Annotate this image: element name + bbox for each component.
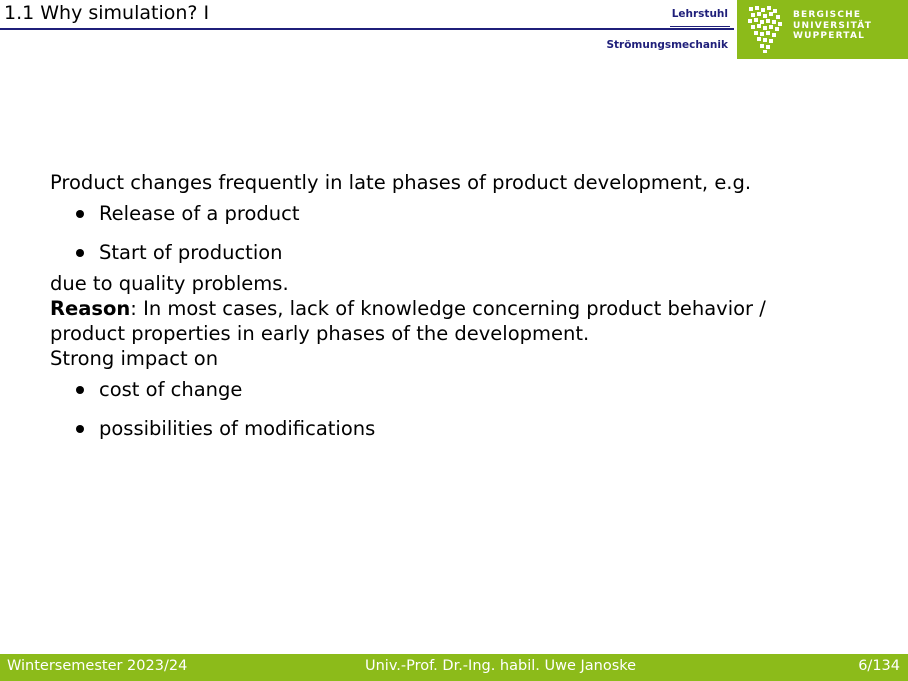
- bullet-dot-icon: [76, 425, 84, 433]
- list-item: Release of a product: [50, 201, 870, 226]
- list-item-text: possibilities of modifications: [99, 417, 376, 440]
- page-number: 6/134: [858, 658, 900, 674]
- chair-line1: Lehrstuhl: [671, 8, 728, 20]
- bullet-dot-icon: [76, 249, 84, 257]
- university-logo-block: BERGISCHE UNIVERSITÄT WUPPERTAL: [737, 0, 908, 59]
- bullet-dot-icon: [76, 210, 84, 218]
- slide-footer: Wintersemester 2023/24 Univ.-Prof. Dr.-I…: [0, 654, 908, 681]
- after-bullets-text: due to quality problems.: [50, 272, 289, 295]
- chair-name: Lehrstuhl Strömungsmechanik: [570, 0, 730, 60]
- title-rule: [0, 28, 734, 30]
- university-name-line1: BERGISCHE: [793, 10, 862, 20]
- reason-label: Reason: [50, 297, 131, 320]
- university-name-line2: UNIVERSITÄT: [793, 20, 873, 31]
- chair-line2: Strömungsmechanik: [606, 39, 728, 51]
- chair-divider: [670, 26, 730, 27]
- reason-line1: Reason: In most cases, lack of knowledge…: [50, 296, 870, 321]
- slide-title: 1.1 Why simulation? I: [4, 2, 210, 24]
- slide-body: Product changes frequently in late phase…: [50, 170, 870, 447]
- list-item: Start of production: [50, 240, 870, 265]
- reason-line2: product properties in early phases of th…: [50, 322, 590, 345]
- bullet-list-phases: Release of a product Start of production: [50, 201, 870, 265]
- list-item: cost of change: [50, 377, 870, 402]
- reason-text: : In most cases, lack of knowledge conce…: [130, 297, 766, 320]
- university-name: BERGISCHE UNIVERSITÄT WUPPERTAL: [793, 10, 872, 42]
- list-item-text: cost of change: [99, 378, 243, 401]
- wuppertal-lion-logo-icon: [748, 6, 782, 53]
- university-name-line3: WUPPERTAL: [793, 31, 866, 41]
- footer-author: Univ.-Prof. Dr.-Ing. habil. Uwe Janoske: [365, 658, 637, 674]
- impact-text: Strong impact on: [50, 347, 219, 370]
- bullet-list-impact: cost of change possibilities of modifica…: [50, 377, 870, 441]
- bullet-dot-icon: [76, 386, 84, 394]
- list-item-text: Release of a product: [99, 202, 300, 225]
- intro-text: Product changes frequently in late phase…: [50, 171, 752, 194]
- list-item: possibilities of modifications: [50, 416, 870, 441]
- slide-header: 1.1 Why simulation? I Lehrstuhl Strömung…: [0, 0, 908, 62]
- list-item-text: Start of production: [99, 241, 283, 264]
- footer-semester: Wintersemester 2023/24: [7, 658, 188, 674]
